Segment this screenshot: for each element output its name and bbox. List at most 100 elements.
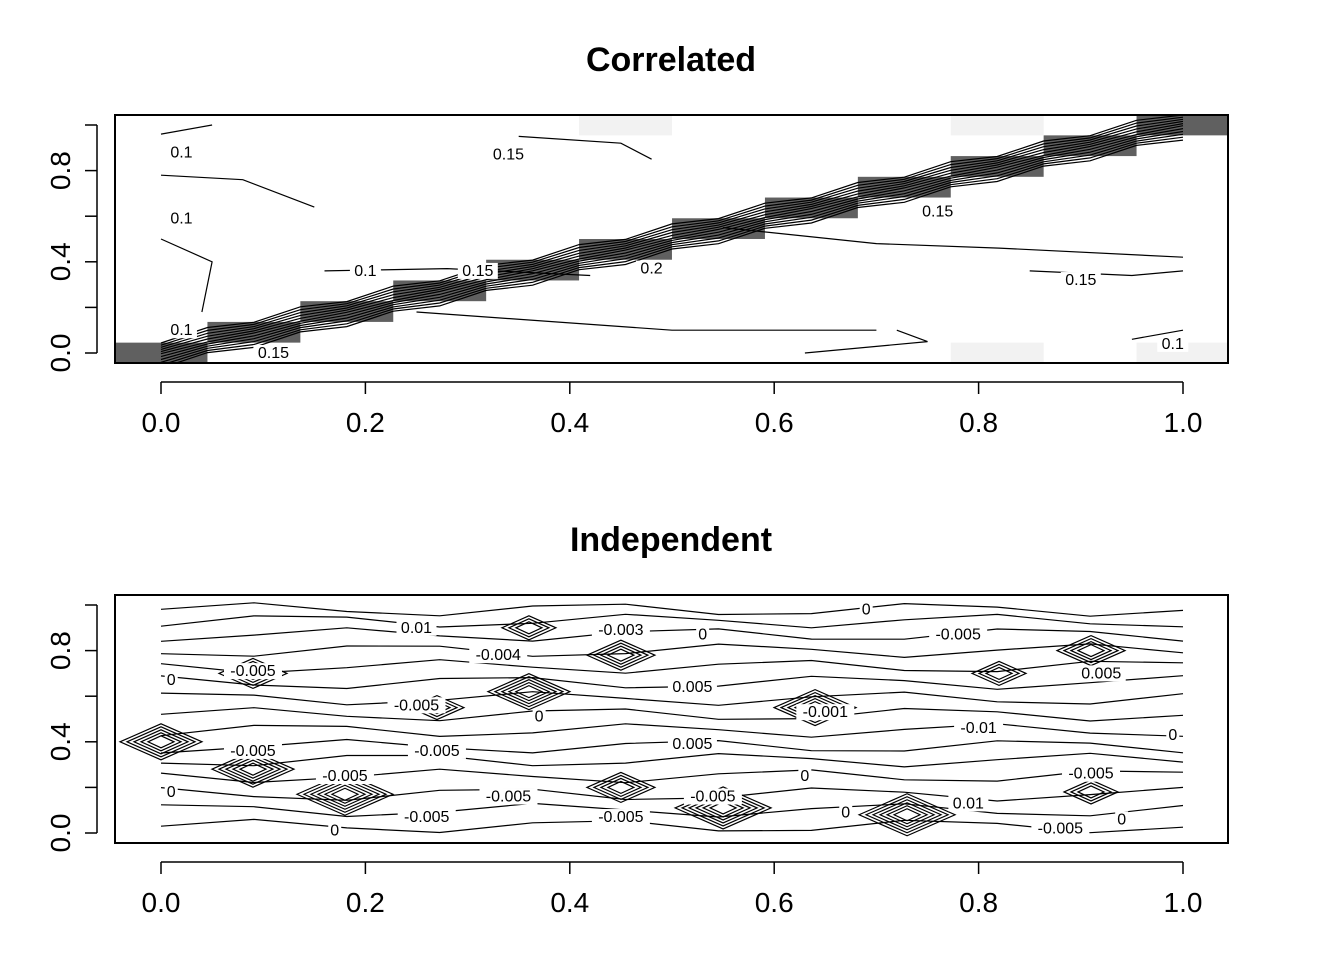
contour-label-bg [457,262,498,279]
contour-label-bg [164,672,178,689]
contour-line [238,762,268,776]
contour-label: 0 [535,709,544,726]
contour-label: 0.15 [258,345,289,362]
contour-line [984,666,1014,681]
contour-line [165,136,1184,363]
x-tick-label: 0.0 [142,407,181,438]
contour-line [1131,329,1184,340]
contour-label: -0.005 [1038,820,1083,837]
contour-line [160,707,1184,722]
contour-line [878,802,936,828]
contour-label-bg [397,809,456,826]
contour-line [160,133,1184,363]
contour-label-bg [1062,765,1121,782]
contour-label: -0.003 [598,622,643,639]
contour-line [139,732,183,752]
x-axis: 0.0 0.2 0.4 0.6 0.8 1.0 [142,381,1202,438]
contour-line [160,128,1184,358]
contour-line [892,808,922,822]
contour-line [160,818,1184,834]
contour-label: 0.005 [672,679,712,696]
contour-label: -0.005 [394,697,439,714]
contour-label-bg [387,697,446,714]
contour-label: 0 [1168,727,1177,744]
chart-title: Independent [570,521,772,559]
contour-label: 0.15 [493,147,524,164]
contour-line [606,780,636,795]
contour-line [160,174,315,208]
contour-line [864,796,950,834]
contour-label: -0.005 [230,743,275,760]
contour-label: 0.005 [672,736,712,753]
contour-label: 0.2 [640,261,662,278]
contour-line [585,639,657,671]
contour-label-bg [164,783,178,800]
contour-label: 0.15 [922,204,953,221]
x-tick-label: 0.6 [755,407,794,438]
x-tick-label: 0.2 [346,887,385,918]
contour-label-bg [315,768,374,784]
contour-label-bg [469,647,528,664]
contour-label: -0.005 [322,768,367,785]
contour-label-bg [667,679,717,696]
contour-line [606,648,636,662]
contour-line [970,660,1028,687]
x-tick-label: 0.6 [755,887,794,918]
contour-lines [160,115,1184,363]
contour-label: 0 [698,627,707,644]
contour-label: 0 [167,784,176,801]
contour-label: -0.005 [690,789,735,806]
contour-line [493,675,565,708]
contour-line [160,116,1184,346]
x-tick-label: 0.4 [550,407,589,438]
contour-label-bg [165,210,197,227]
contour-line [1069,640,1113,661]
contour-line [160,643,1184,659]
contour-label-bg [1157,335,1189,352]
contour-line [885,805,929,825]
contour-label: 0 [841,804,850,821]
contour-label-bg [223,663,282,680]
contour-label: 0.1 [170,322,192,339]
contour-line [857,793,957,837]
contour-line [592,642,650,668]
contour-label: -0.005 [486,789,531,806]
heat-cell [579,115,672,136]
contour-line [1055,634,1127,667]
contour-line [599,645,643,665]
y-tick-label: 0.4 [45,722,76,761]
y-tick-label: 0.0 [45,334,76,373]
contour-label-bg [1115,811,1129,828]
x-tick-label: 1.0 [1164,887,1203,918]
contour-label-bg [396,619,437,636]
heat-cell [950,342,1044,363]
contour-label-bg [636,260,668,277]
contour-line [585,771,657,804]
contour-lines [118,602,1184,837]
contour-line [416,311,877,331]
contour-line [599,777,643,798]
y-tick-label: 0.0 [45,814,76,853]
contour-label-bg [591,622,650,639]
contour-label: 0.005 [1081,665,1121,682]
contour-line [160,613,1184,629]
contour-label: -0.001 [803,704,848,721]
contour-line [160,118,1184,348]
contour-line [160,602,1184,617]
contour-label-bg [1060,272,1101,289]
contour-label: 0 [862,602,871,619]
contour-line [309,778,381,810]
contour-line [160,125,1184,355]
correlated-panel: Correlated 0.1 0.150.10.1 0.15 0.20.150.150… [45,41,1229,438]
x-tick-label: 0.8 [959,887,998,918]
contour-line [231,759,275,779]
contour-label-bg [954,720,1004,737]
contour-line [1069,782,1113,802]
contour-label-bg [349,262,381,279]
contour-label: 0.1 [354,263,376,280]
contour-line [160,123,1184,353]
contour-label-bg [407,742,466,759]
contour-label: -0.004 [476,647,521,664]
contour-label: -0.005 [935,627,980,644]
contour-label: -0.005 [230,663,275,680]
